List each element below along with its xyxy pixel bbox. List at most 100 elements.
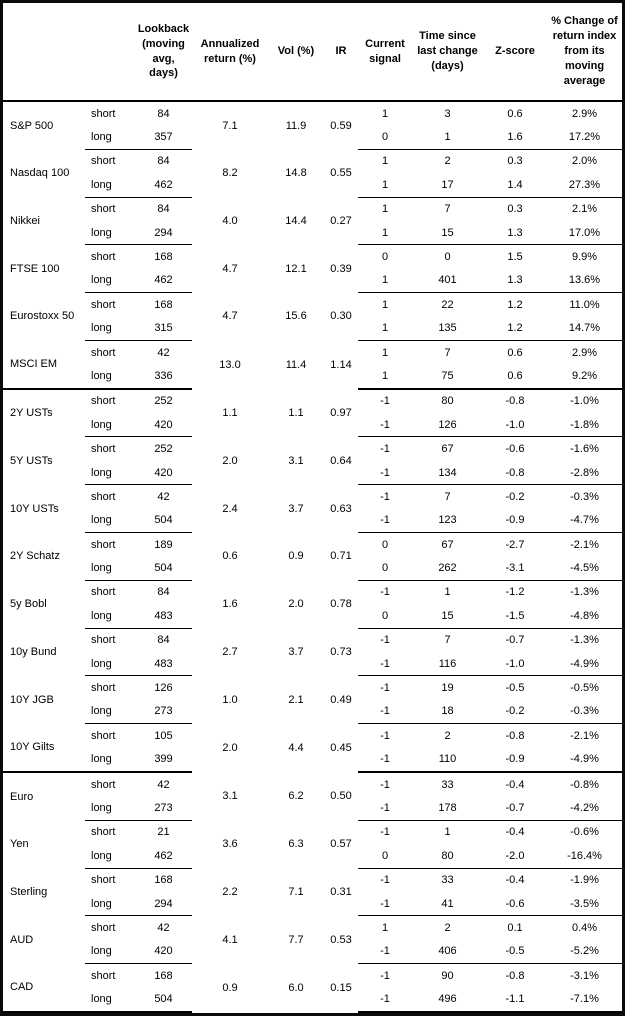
asset-name: Nasdaq 100 [10, 167, 70, 180]
ir-value: 0.31 [330, 885, 352, 898]
table-row-short: 2Y Schatz short 189 0.6 0.9 0.71 0 67 -2.7 -2.1% [3, 533, 622, 563]
annualized-return-value: 0.6 [222, 550, 238, 563]
asset-group: AUD short 42 4.1 7.7 0.53 1 2 0.1 0.4% long 420 -1 40… [3, 916, 622, 965]
lookback-value: 252 [154, 395, 173, 408]
signals-table: Lookback (moving avg, days) Annualized r… [3, 3, 622, 1014]
current-signal-value: 0 [358, 125, 412, 150]
table-row-short: Yen short 21 3.6 6.3 0.57 -1 1 -0.4 -0.6% [3, 820, 622, 850]
period-label-short: short [91, 682, 116, 695]
asset-group: Sterling short 168 2.2 7.1 0.31 -1 33 -0.4 -1.9% l… [3, 868, 622, 917]
current-signal-value: 1 [358, 364, 412, 390]
vol-value: 7.1 [288, 885, 304, 898]
z-score-value: -0.8 [505, 729, 525, 742]
z-score-value: -0.9 [483, 747, 547, 773]
z-score-value: -3.1 [483, 556, 547, 581]
pct-change-value: -0.6% [570, 826, 599, 839]
table-row-short: Sterling short 168 2.2 7.1 0.31 -1 33 -0.4 -1.9% [3, 868, 622, 898]
table-row-long: long 357 0 1 1.6 17.2% [3, 125, 622, 150]
time-since-change-value: 2 [444, 729, 451, 742]
table-row-short: 10Y JGB short 126 1.0 2.1 0.49 -1 19 -0.5 -0.5% [3, 676, 622, 706]
current-signal-value: 1 [381, 155, 389, 168]
time-since-change-value: 116 [412, 651, 483, 677]
table-row-short: Nasdaq 100 short 84 8.2 14.8 0.55 1 2 0.3 2.0% [3, 149, 622, 179]
current-signal-value: 0 [381, 538, 389, 551]
lookback-value: 168 [154, 874, 173, 887]
table-row-short: 10Y USTs short 42 2.4 3.7 0.63 -1 7 -0.2 -0.3% [3, 485, 622, 515]
ir-value: 0.50 [330, 790, 352, 803]
asset-name: AUD [10, 933, 34, 946]
period-label-long: long [85, 987, 135, 1014]
pct-change-value: -0.3% [547, 699, 622, 725]
pct-change-value: 9.9% [571, 250, 598, 263]
lookback-value: 504 [135, 508, 192, 534]
table-row-short: 10y Bund short 84 2.7 3.7 0.73 -1 7 -0.7 -1.3% [3, 628, 622, 658]
pct-change-value: -7.1% [547, 987, 622, 1014]
asset-group: Yen short 21 3.6 6.3 0.57 -1 1 -0.4 -0.6% long 462 0… [3, 820, 622, 869]
lookback-value: 294 [135, 220, 192, 246]
time-since-change-value: 7 [444, 346, 451, 359]
z-score-value: -0.6 [483, 891, 547, 917]
period-label-short: short [91, 155, 116, 168]
asset-group: 5Y USTs short 252 2.0 3.1 0.64 -1 67 -0.6 -1.6% lo… [3, 437, 622, 486]
annualized-return-value: 4.1 [222, 933, 238, 946]
pct-change-value: 2.9% [571, 107, 598, 120]
asset-group: 10Y Gilts short 105 2.0 4.4 0.45 -1 2 -0.8 -2.1% l… [3, 723, 622, 773]
period-label-short: short [91, 729, 116, 742]
annualized-return-value: 2.2 [222, 885, 238, 898]
z-score-value: 1.3 [483, 220, 547, 246]
asset-name: S&P 500 [10, 119, 54, 132]
table-row-short: 5y Bobl short 84 1.6 2.0 0.78 -1 1 -1.2 -1.3% [3, 580, 622, 610]
annualized-return-value: 3.6 [222, 838, 238, 851]
period-label-short: short [91, 203, 116, 216]
z-score-value: -0.4 [505, 826, 525, 839]
current-signal-value: -1 [380, 682, 390, 695]
current-signal-value: -1 [380, 634, 390, 647]
z-score-value: -1.2 [505, 586, 525, 599]
asset-name: CAD [3, 963, 85, 1014]
pct-change-value: -1.3% [570, 634, 599, 647]
time-since-change-value: 15 [412, 604, 483, 629]
period-label-short: short [91, 969, 116, 982]
period-label-short: short [91, 250, 116, 263]
period-label-short: short [91, 298, 116, 311]
table-row-long: long 336 1 75 0.6 9.2% [3, 364, 622, 390]
lookback-value: 420 [135, 939, 192, 965]
asset-group: 5y Bobl short 84 1.6 2.0 0.78 -1 1 -1.2 -1.3% long… [3, 580, 622, 629]
annualized-return-value: 1.0 [222, 693, 238, 706]
current-signal-value: 0 [358, 604, 412, 629]
lookback-value: 336 [135, 364, 192, 390]
pct-change-value: -1.6% [570, 443, 599, 456]
ir-value: 0.71 [330, 550, 352, 563]
pct-change-value: -1.3% [570, 586, 599, 599]
vol-value: 11.4 [285, 358, 307, 371]
time-since-change-value: 33 [441, 778, 454, 791]
time-since-change-value: 178 [412, 796, 483, 821]
period-label-long: long [85, 316, 135, 341]
current-signal-value: -1 [380, 826, 390, 839]
asset-name: 10Y USTs [10, 502, 59, 515]
z-score-value: 1.2 [507, 298, 523, 311]
period-label-short: short [91, 538, 116, 551]
lookback-value: 105 [154, 729, 173, 742]
z-score-value: 0.6 [507, 346, 523, 359]
col-header-annualized-return: Annualized return (%) [192, 3, 268, 102]
z-score-value: -0.5 [505, 682, 525, 695]
time-since-change-value: 1 [412, 125, 483, 150]
vol-value: 11.9 [285, 119, 307, 132]
lookback-value: 252 [154, 443, 173, 456]
pct-change-value: -2.1% [570, 729, 599, 742]
pct-change-value: -4.9% [547, 651, 622, 677]
lookback-value: 420 [135, 413, 192, 438]
pct-change-value: 9.2% [547, 364, 622, 390]
lookback-value: 42 [157, 346, 170, 359]
current-signal-value: -1 [358, 699, 412, 725]
lookback-value: 483 [135, 604, 192, 629]
pct-change-value: -4.8% [547, 604, 622, 629]
vol-value: 3.1 [288, 454, 304, 467]
lookback-value: 42 [157, 778, 170, 791]
asset-name: Nikkei [10, 214, 40, 227]
pct-change-value: -0.5% [570, 682, 599, 695]
ir-value: 0.39 [330, 262, 352, 275]
vol-value: 2.1 [288, 693, 304, 706]
period-label-short: short [91, 921, 116, 934]
